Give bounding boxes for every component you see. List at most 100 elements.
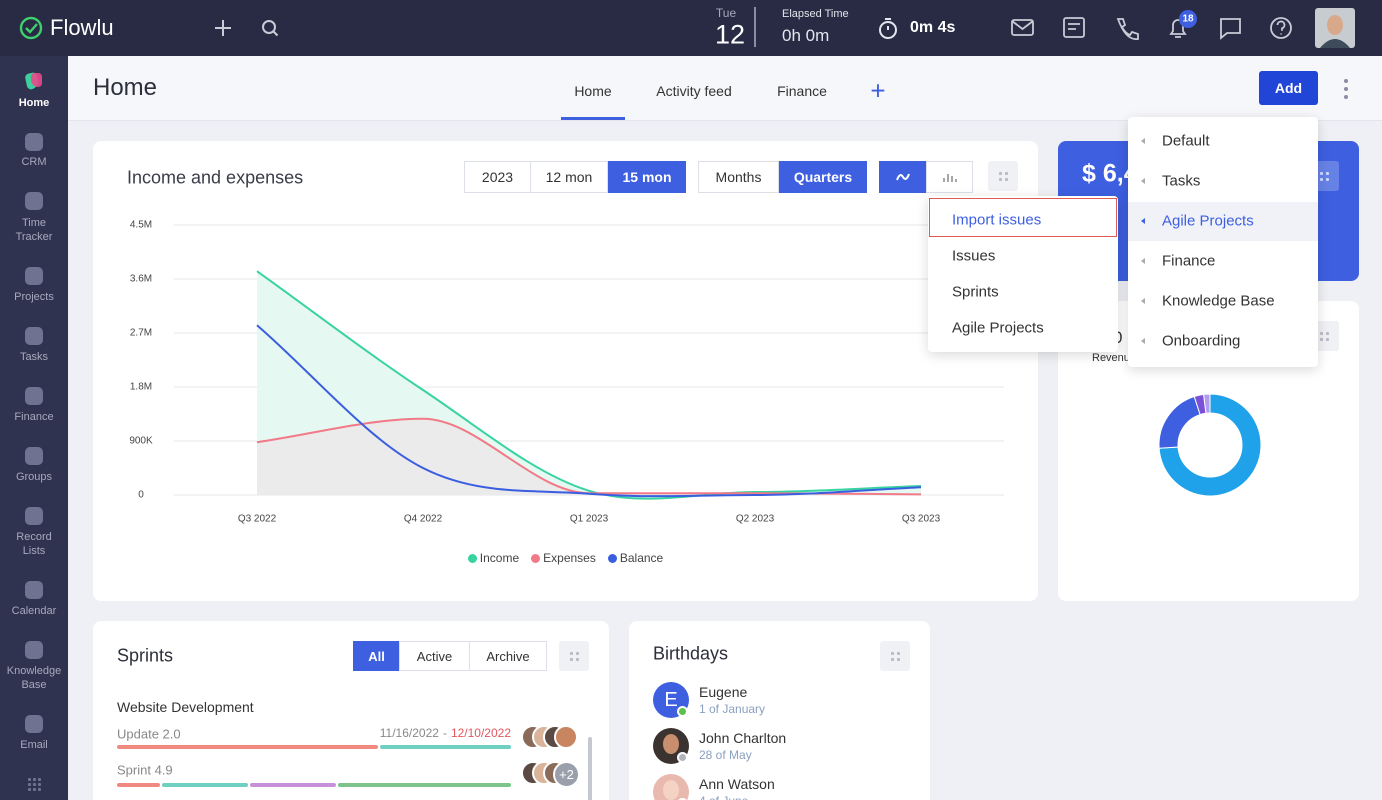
menu-item[interactable]: Import issues: [952, 211, 1042, 229]
sidebar-label[interactable]: Record Lists: [16, 531, 52, 557]
notes-icon[interactable]: [1063, 17, 1085, 38]
progress-segment: [338, 783, 511, 787]
sidebar-icon[interactable]: [25, 267, 43, 285]
handle-dot: [570, 652, 573, 655]
sidebar-icon[interactable]: [25, 387, 43, 405]
person-name[interactable]: John Charlton: [699, 730, 787, 746]
menu-item[interactable]: Onboarding: [1162, 332, 1241, 350]
sidebar-icon[interactable]: [25, 507, 43, 525]
sidebar-label[interactable]: Email: [20, 739, 48, 751]
drag-handle[interactable]: [559, 641, 589, 671]
apps-dot: [28, 778, 31, 781]
timer-icon[interactable]: [879, 21, 897, 39]
handle-dot: [1326, 178, 1329, 181]
apps-dot: [33, 783, 36, 786]
person-avatar[interactable]: [653, 728, 689, 764]
sidebar-label[interactable]: Knowledge Base: [6, 665, 62, 691]
chart-type-bar[interactable]: [926, 161, 973, 193]
sidebar-label[interactable]: Time Tracker: [15, 217, 53, 243]
apps-dot: [38, 788, 41, 791]
sidebar-label[interactable]: CRM: [21, 156, 47, 168]
menu-item[interactable]: Finance: [1162, 252, 1216, 270]
sidebar-label[interactable]: Tasks: [19, 351, 49, 363]
menu-item[interactable]: Issues: [952, 247, 996, 265]
handle-dot: [1320, 178, 1323, 181]
add-button[interactable]: Add: [1259, 71, 1318, 105]
menu-arrows: [1141, 138, 1145, 344]
sprint-filter[interactable]: All: [353, 641, 400, 671]
mail-icon[interactable]: [1011, 19, 1034, 36]
handle-dot: [1326, 338, 1329, 341]
logo: [19, 16, 43, 40]
filter-button[interactable]: 12 mon: [530, 161, 608, 193]
donut-segment: [1158, 395, 1201, 449]
tab[interactable]: Finance: [777, 83, 827, 99]
tab[interactable]: Home: [574, 83, 612, 99]
badge: [1179, 10, 1197, 28]
plus-icon[interactable]: [215, 20, 231, 36]
help-icon[interactable]: [1270, 17, 1292, 39]
drag-handle[interactable]: [880, 641, 910, 671]
y-tick-label: 3.6M: [130, 274, 152, 285]
sidebar-icon[interactable]: [25, 447, 43, 465]
person-name[interactable]: Eugene: [699, 684, 748, 700]
kebab-dot[interactable]: [1344, 79, 1348, 83]
kebab-dot[interactable]: [1344, 87, 1348, 91]
sidebar-label[interactable]: Calendar: [11, 605, 57, 617]
sidebar-icon[interactable]: [25, 133, 43, 151]
phone-icon[interactable]: [1116, 18, 1139, 41]
person-name[interactable]: Ann Watson: [699, 776, 775, 792]
legend-item[interactable]: Balance: [607, 551, 664, 565]
sidebar-label[interactable]: Groups: [15, 471, 53, 483]
drag-handle[interactable]: [988, 161, 1018, 191]
elapsed-label: Elapsed Time: [782, 8, 849, 20]
header-bar: [68, 56, 1382, 121]
menu-item[interactable]: Default: [1162, 132, 1210, 150]
more-members[interactable]: +2: [553, 761, 580, 788]
legend-item[interactable]: Income: [467, 551, 519, 565]
sprint-end: 12/10/2022: [450, 726, 511, 740]
sprint-filter[interactable]: Active: [399, 641, 470, 671]
progress-segment: [162, 783, 248, 787]
add-tab[interactable]: +: [870, 75, 886, 106]
person-date: 1 of January: [699, 702, 766, 716]
sidebar-label[interactable]: Projects: [14, 291, 54, 303]
menu-item[interactable]: Agile Projects: [1162, 212, 1254, 230]
filter-button[interactable]: 15 mon: [608, 161, 686, 193]
legend-item[interactable]: Expenses: [531, 551, 596, 565]
tab-underline: [561, 117, 625, 120]
person-avatar[interactable]: [653, 774, 689, 800]
search-icon[interactable]: [262, 20, 276, 34]
menu-item[interactable]: Sprints: [952, 283, 999, 301]
sidebar-icon[interactable]: [25, 715, 43, 733]
chat-icon[interactable]: [1220, 18, 1241, 40]
sidebar-label[interactable]: Home: [18, 97, 50, 109]
handle-dot: [891, 658, 894, 661]
filter-button[interactable]: Months: [698, 161, 779, 193]
legend-label: Balance: [619, 551, 664, 565]
sidebar-icon[interactable]: [25, 192, 43, 210]
sidebar-icon[interactable]: [25, 641, 43, 659]
filter-button[interactable]: 2023: [464, 161, 531, 193]
menu-item[interactable]: Tasks: [1162, 172, 1201, 190]
donut-chart: [1158, 393, 1262, 497]
menu-item[interactable]: Knowledge Base: [1162, 292, 1275, 310]
sidebar-icon[interactable]: [25, 581, 43, 599]
handle-dot: [1326, 332, 1329, 335]
sidebar-icon[interactable]: [25, 327, 43, 345]
sidebar-label[interactable]: Finance: [14, 411, 54, 423]
sprint-name[interactable]: Sprint 4.9: [117, 762, 173, 778]
filter-button[interactable]: Quarters: [779, 161, 867, 193]
y-tick-label: 900K: [129, 436, 153, 447]
tab[interactable]: Activity feed: [656, 83, 732, 99]
menu-item[interactable]: Agile Projects: [952, 319, 1044, 337]
handle-dot: [576, 658, 579, 661]
line: [256, 270, 922, 500]
sprint-filter[interactable]: Archive: [469, 641, 547, 671]
sprint-name[interactable]: Update 2.0: [117, 726, 181, 742]
bell-icon[interactable]: [1169, 19, 1187, 38]
chart-type-icons: [896, 173, 957, 182]
line: [256, 324, 922, 498]
person-date: 28 of May: [699, 748, 752, 762]
kebab-dot[interactable]: [1344, 95, 1348, 99]
